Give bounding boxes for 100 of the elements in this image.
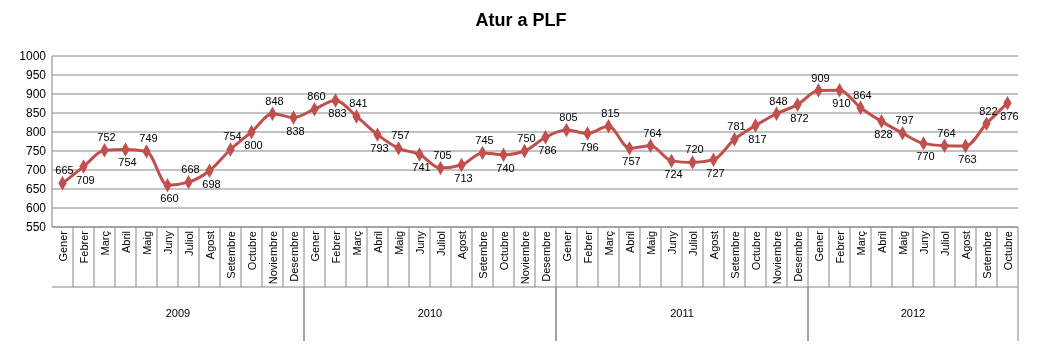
data-label: 740: [496, 161, 515, 174]
data-label: 817: [748, 132, 767, 145]
data-label: 800: [244, 139, 263, 151]
data-label: 764: [643, 126, 662, 139]
y-tick-label: 600: [25, 201, 47, 216]
data-label: 724: [664, 167, 683, 180]
data-label: 822: [979, 104, 998, 117]
data-label: 741: [412, 161, 431, 174]
data-label: 872: [790, 111, 809, 124]
data-label: 660: [160, 192, 179, 205]
x-tick-label: Juny: [161, 230, 174, 255]
x-tick-label: Setembre: [728, 231, 741, 279]
y-tick-label: 950: [25, 68, 47, 83]
y-tick-label: 900: [25, 87, 47, 102]
data-label: 713: [454, 172, 473, 185]
x-tick-label: Gener: [56, 230, 69, 262]
x-tick-label: Agost: [707, 231, 720, 260]
text: 2010: [417, 307, 443, 319]
x-tick-label: Setembre: [476, 231, 489, 279]
x-tick-label: Juny: [917, 230, 930, 255]
data-label: 665: [55, 164, 74, 177]
data-label: 797: [895, 114, 914, 127]
x-tick-label: Octubre: [245, 231, 258, 271]
data-label: 793: [370, 141, 389, 154]
x-tick-label: Març: [350, 230, 363, 256]
x-tick-label: Noviembre: [518, 231, 531, 285]
x-tick-label: Noviembre: [266, 231, 279, 285]
y-tick-label: 550: [25, 220, 47, 235]
y-tick-label: 850: [25, 106, 47, 121]
data-label: 709: [76, 173, 95, 186]
data-label: 805: [559, 111, 578, 124]
x-tick-label: Febrer: [833, 230, 846, 264]
x-tick-label: Desembre: [287, 231, 300, 282]
x-tick-label: Agost: [203, 231, 216, 260]
y-tick-label: 1000: [19, 49, 47, 64]
text: 2009: [165, 307, 191, 319]
x-tick-label: Octubre: [497, 231, 510, 271]
data-label: 781: [727, 120, 746, 133]
x-tick-label: Febrer: [581, 230, 594, 264]
x-tick-label: Juliol: [686, 231, 699, 257]
data-label: 698: [202, 177, 221, 190]
x-tick-label: Agost: [455, 231, 468, 260]
data-label: 757: [391, 129, 410, 142]
x-tick-label: Febrer: [77, 230, 90, 264]
x-tick-label: Octubre: [1001, 231, 1014, 271]
data-label: 876: [1000, 110, 1019, 123]
x-tick-label: Noviembre: [770, 231, 783, 285]
y-tick-label: 750: [25, 144, 47, 159]
data-label: 749: [139, 132, 158, 145]
data-label: 745: [475, 133, 494, 146]
x-tick-label: Abril: [371, 231, 384, 254]
y-tick-label: 700: [25, 163, 47, 178]
data-label: 764: [937, 126, 956, 139]
data-label: 754: [118, 156, 137, 169]
data-label: 841: [349, 97, 368, 110]
x-tick-label: Octubre: [749, 231, 762, 271]
x-tick-label: Abril: [623, 231, 636, 254]
y-tick-label: 650: [25, 182, 47, 197]
text: 2011: [670, 307, 694, 319]
chart-title: Atur a PLF: [475, 10, 567, 30]
x-tick-label: Gener: [812, 230, 825, 262]
x-tick-label: Maig: [392, 231, 405, 255]
data-label: 828: [874, 128, 893, 141]
data-label: 754: [223, 130, 242, 143]
x-tick-label: Febrer: [329, 230, 342, 264]
x-tick-label: Març: [98, 230, 111, 256]
data-label: 838: [286, 124, 305, 137]
data-label: 848: [769, 94, 788, 107]
x-tick-label: Juliol: [434, 231, 447, 257]
data-label: 860: [307, 90, 326, 103]
data-label: 786: [538, 144, 557, 157]
data-label: 757: [622, 155, 641, 168]
data-label: 668: [181, 163, 200, 176]
x-tick-label: Juliol: [182, 231, 195, 257]
data-label: 909: [811, 71, 830, 84]
x-tick-label: Setembre: [980, 231, 993, 279]
text: 2012: [900, 307, 926, 319]
x-tick-label: Abril: [119, 231, 132, 254]
x-tick-label: Maig: [644, 231, 657, 255]
data-label: 705: [433, 149, 452, 162]
data-label: 770: [916, 150, 935, 163]
data-label: 763: [958, 153, 977, 166]
x-tick-label: Desembre: [539, 231, 552, 282]
x-tick-label: Març: [602, 230, 615, 256]
x-tick-label: Maig: [140, 231, 153, 255]
data-label: 796: [580, 140, 599, 153]
x-tick-label: Desembre: [791, 231, 804, 282]
x-tick-label: Juliol: [938, 231, 951, 257]
x-tick-label: Setembre: [224, 231, 237, 279]
data-label: 750: [517, 132, 536, 144]
x-tick-label: Abril: [875, 231, 888, 254]
data-label: 752: [97, 131, 116, 144]
data-label: 883: [328, 107, 347, 120]
x-tick-label: Juny: [665, 230, 678, 255]
x-tick-label: Agost: [959, 231, 972, 260]
data-label: 848: [265, 94, 284, 107]
data-label: 727: [706, 166, 725, 179]
data-label: 720: [685, 143, 704, 156]
x-tick-label: Gener: [560, 230, 573, 262]
x-tick-label: Gener: [308, 230, 321, 262]
